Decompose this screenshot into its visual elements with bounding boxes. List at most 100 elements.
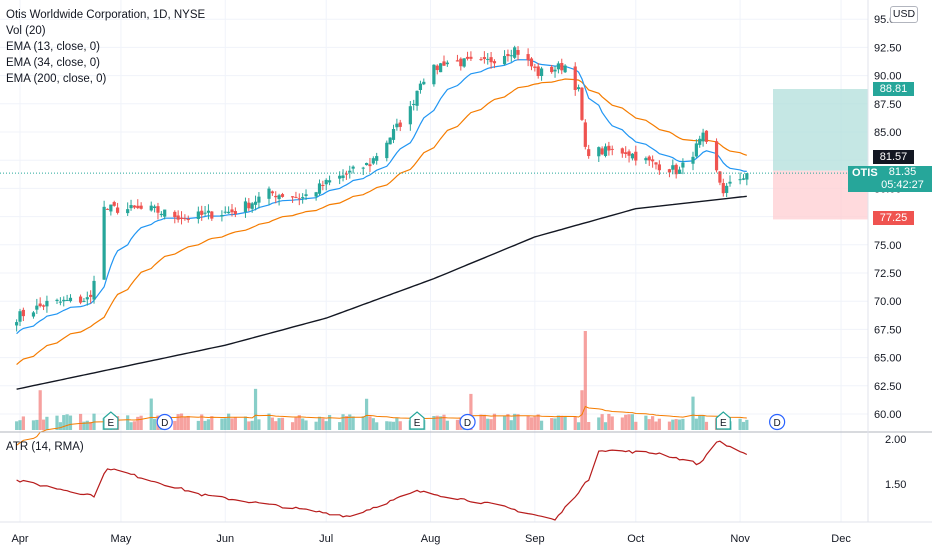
- volume-bar: [317, 416, 322, 430]
- legend-volume[interactable]: Vol (20): [6, 25, 46, 37]
- candle-body: [341, 175, 345, 178]
- candle-body: [674, 164, 678, 175]
- volume-bar: [489, 419, 493, 430]
- candle-body: [327, 180, 332, 183]
- volume-bar: [361, 416, 365, 430]
- candle-body: [277, 195, 281, 200]
- volume-bar: [560, 415, 564, 430]
- candle-body: [536, 66, 540, 77]
- candle-body: [455, 60, 460, 62]
- candle-body: [297, 198, 301, 200]
- volume-bar: [132, 421, 137, 430]
- volume-bar: [31, 420, 36, 430]
- candle-body: [445, 62, 449, 65]
- volume-bar: [227, 413, 231, 430]
- volume-bar: [139, 415, 143, 430]
- candle-body: [35, 305, 39, 310]
- volume-bar: [597, 417, 601, 430]
- candle-body: [324, 179, 328, 185]
- currency-button[interactable]: USD: [890, 6, 918, 23]
- volume-bar: [230, 418, 234, 430]
- dividend-marker[interactable]: D: [769, 413, 786, 431]
- volume-bar: [247, 421, 251, 430]
- candle-body: [45, 300, 49, 307]
- candle-body: [529, 58, 534, 67]
- candle-body: [698, 138, 702, 145]
- candle-body: [533, 66, 537, 68]
- candle-body: [725, 185, 729, 193]
- candle-body: [210, 211, 214, 219]
- candle-body: [304, 194, 308, 196]
- volume-bar: [398, 421, 402, 430]
- chart-legend: Otis Worldwide Corporation, 1D, NYSE Vol…: [6, 7, 205, 87]
- candle-body: [173, 211, 177, 218]
- volume-bar: [338, 422, 342, 430]
- volume-bar: [385, 421, 389, 430]
- price-tick-label: 72.50: [874, 268, 902, 280]
- candle-body: [482, 57, 486, 60]
- candle-body: [364, 162, 369, 166]
- candle-body: [415, 90, 419, 106]
- volume-bar: [610, 416, 614, 430]
- volume-bar: [395, 417, 399, 430]
- volume-bar: [516, 414, 520, 430]
- volume-bar: [351, 416, 355, 430]
- earnings-marker[interactable]: E: [715, 411, 731, 430]
- candle-body: [85, 297, 89, 300]
- candle-body: [129, 205, 133, 209]
- atr-line: [16, 440, 748, 521]
- volume-bar: [183, 416, 187, 430]
- candle-body: [442, 61, 446, 66]
- candle-body: [630, 153, 635, 159]
- candle-body: [550, 66, 554, 73]
- volume-bar: [341, 414, 345, 430]
- candle-body: [31, 312, 36, 317]
- dividend-marker[interactable]: D: [459, 413, 476, 431]
- volume-bar: [375, 422, 379, 430]
- candle-body: [576, 87, 581, 90]
- candle-body: [368, 164, 372, 167]
- volume-bar: [553, 418, 557, 430]
- candle-body: [18, 311, 22, 322]
- volume-bar: [82, 421, 86, 430]
- volume-bar: [136, 416, 140, 430]
- candle-body: [412, 103, 416, 106]
- candle-body: [395, 123, 399, 128]
- legend-ema13[interactable]: EMA (13, close, 0): [6, 41, 100, 53]
- candle-body: [179, 217, 184, 219]
- volume-bar: [745, 419, 749, 430]
- volume-bar: [196, 420, 200, 430]
- candle-body: [233, 211, 237, 215]
- candle-body: [486, 58, 490, 60]
- volume-bar: [691, 396, 695, 430]
- earnings-marker[interactable]: E: [103, 411, 119, 430]
- ema13-line: [16, 59, 747, 335]
- volume-bar: [280, 417, 285, 430]
- earnings-marker[interactable]: E: [409, 411, 425, 430]
- price-tick-label: 87.50: [874, 99, 902, 111]
- candle-body: [701, 132, 705, 142]
- symbol-label: OTIS: [852, 167, 878, 179]
- dividend-marker[interactable]: D: [156, 413, 173, 431]
- candle-body: [253, 201, 258, 205]
- candle-body: [469, 56, 473, 59]
- volume-bar: [200, 414, 204, 430]
- volume-bar: [89, 421, 93, 430]
- volume-bar: [654, 421, 658, 430]
- candle-body: [657, 164, 661, 171]
- volume-bar: [671, 419, 675, 430]
- candle-body: [694, 143, 698, 157]
- candle-body: [587, 149, 591, 157]
- candle-body: [526, 54, 530, 61]
- atr-legend[interactable]: ATR (14, RMA): [6, 441, 84, 453]
- volume-bar: [344, 415, 349, 430]
- volume-bar: [630, 414, 635, 430]
- candle-body: [257, 196, 261, 203]
- legend-ema34[interactable]: EMA (34, close, 0): [6, 57, 100, 69]
- volume-bar: [45, 416, 49, 430]
- legend-ema200[interactable]: EMA (200, close, 0): [6, 73, 107, 85]
- volume-bar: [129, 422, 133, 430]
- volume-bar: [324, 421, 328, 430]
- candle-body: [68, 297, 73, 302]
